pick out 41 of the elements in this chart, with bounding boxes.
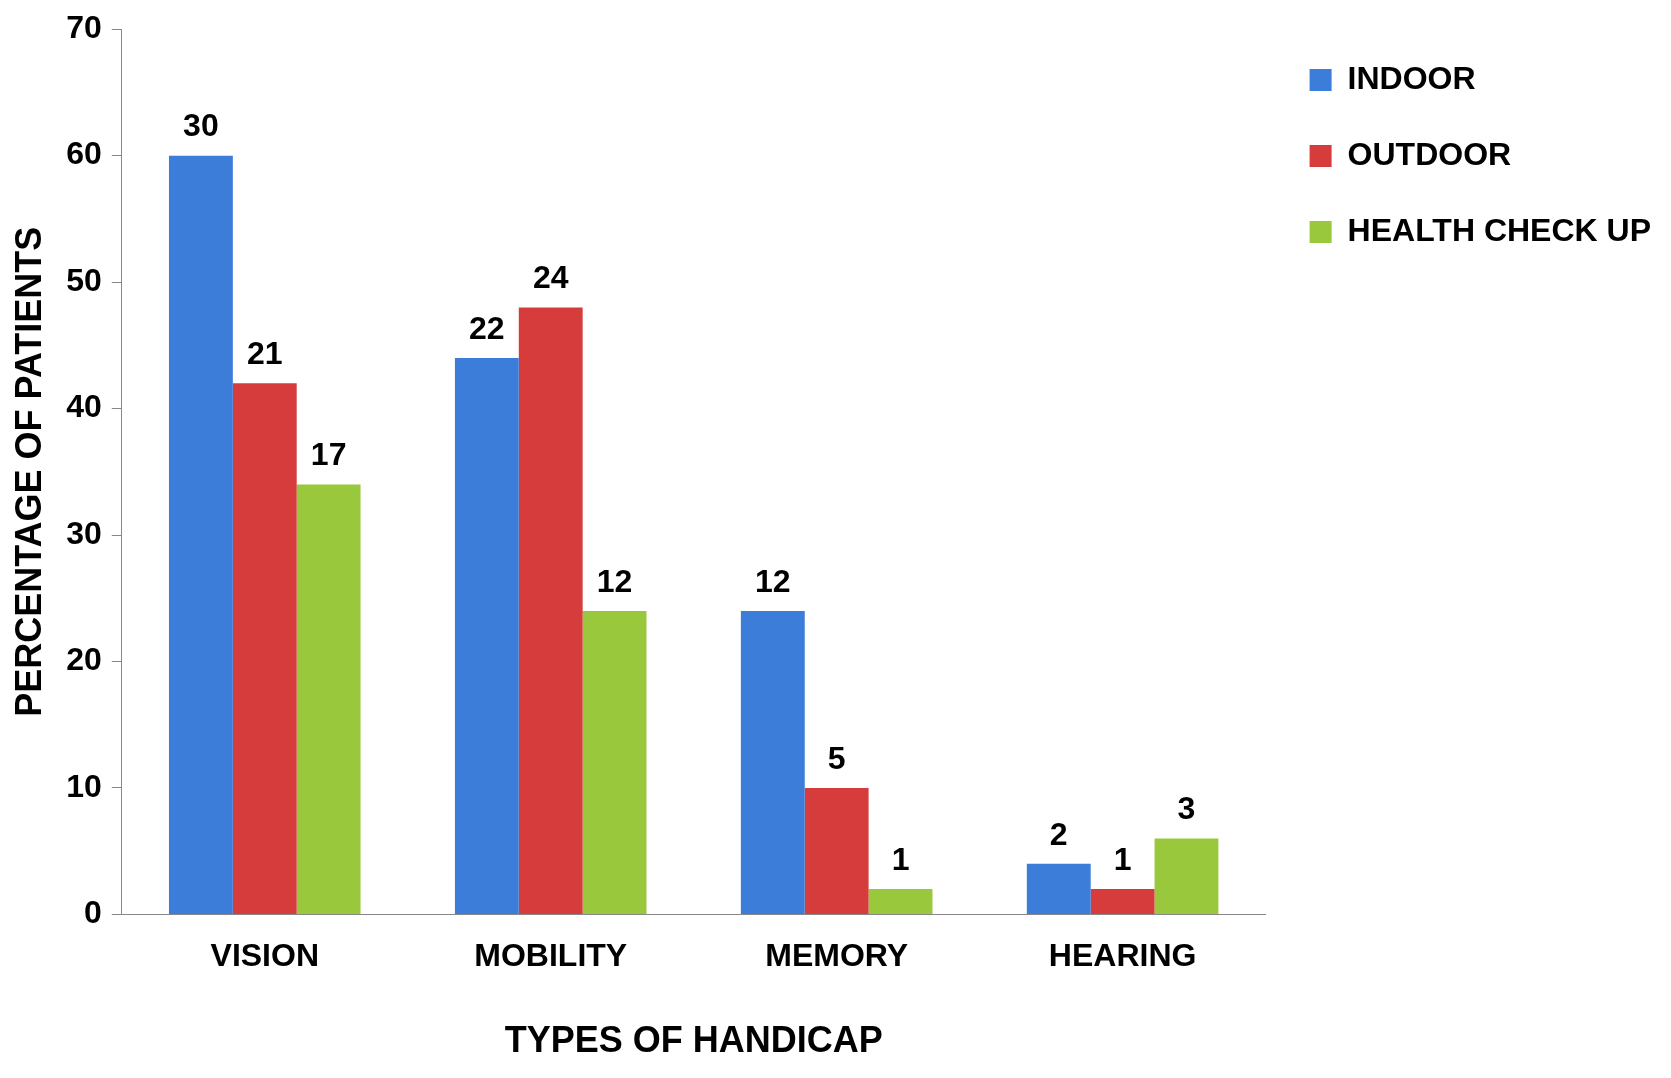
- bar: [1154, 838, 1219, 914]
- bar: [296, 484, 361, 914]
- annotation: 2: [1049, 815, 1068, 852]
- bar: [454, 357, 519, 914]
- y-tick-label: 50: [66, 261, 102, 298]
- bar: [868, 889, 933, 914]
- legend-label: INDOOR: [1347, 59, 1476, 96]
- annotation: 24: [532, 259, 569, 296]
- bar: [740, 610, 805, 914]
- annotation: 5: [827, 739, 846, 776]
- y-tick-label: 40: [66, 388, 102, 425]
- y-tick-label: 30: [66, 514, 102, 551]
- y-axis-title: PERCENTAGE OF PATIENTS: [7, 226, 49, 717]
- annotation: 1: [891, 840, 910, 877]
- bar: [168, 155, 233, 914]
- annotation: 3: [1177, 790, 1196, 827]
- bar: [804, 787, 869, 914]
- annotation: 17: [310, 436, 347, 473]
- annotation: 1: [1113, 840, 1132, 877]
- annotation: 12: [755, 562, 791, 599]
- bar: [518, 307, 583, 914]
- annotation: 30: [183, 107, 219, 144]
- legend-label: OUTDOOR: [1347, 135, 1512, 172]
- bar: [582, 610, 647, 914]
- annotation: 21: [246, 335, 283, 372]
- bar: [232, 383, 297, 914]
- bar: [1090, 889, 1155, 914]
- x-tick-label: HEARING: [1048, 937, 1197, 974]
- annotation: 12: [596, 562, 633, 599]
- x-tick-label: VISION: [210, 937, 319, 974]
- legend-label: HEALTH CHECK UP: [1347, 211, 1651, 248]
- y-tick-label: 20: [66, 641, 102, 678]
- x-tick-label: MOBILITY: [474, 937, 628, 974]
- bar: [1026, 863, 1091, 914]
- x-axis-title: TYPES OF HANDICAP: [504, 1019, 883, 1061]
- annotation: 22: [469, 309, 505, 346]
- x-tick-label: MEMORY: [765, 937, 909, 974]
- y-tick-label: 10: [66, 767, 102, 804]
- y-tick-label: 60: [66, 135, 102, 172]
- y-tick-label: 70: [66, 9, 102, 46]
- y-tick-label: 0: [84, 894, 102, 931]
